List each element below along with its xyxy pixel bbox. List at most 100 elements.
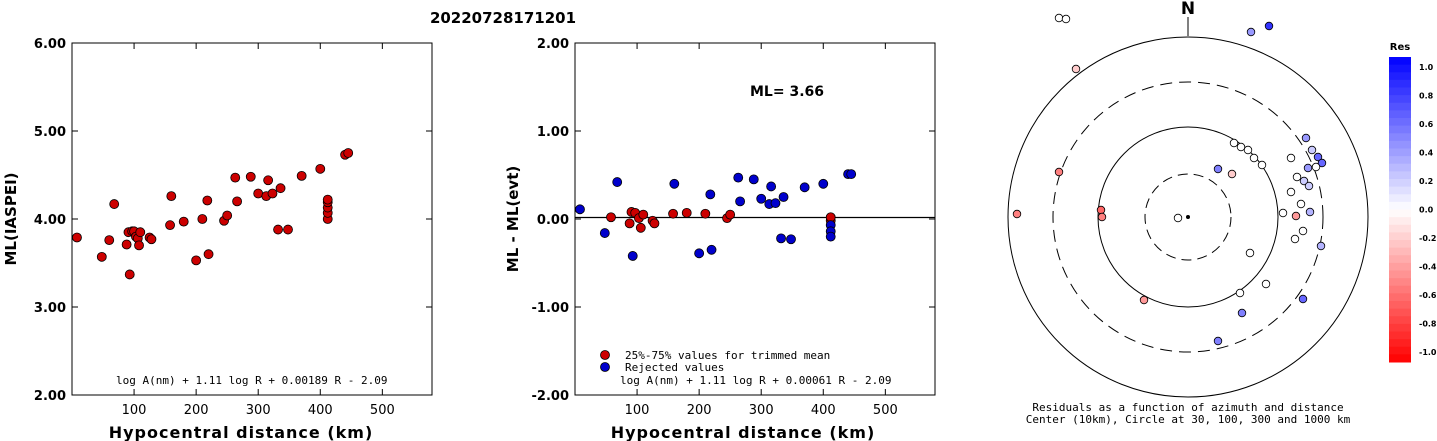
p2-series1-point (748, 174, 759, 185)
colorbar-label: 0.8 (1419, 92, 1434, 101)
colorbar-label: 0.4 (1419, 149, 1434, 158)
p2-series0-point (638, 209, 649, 220)
panel1-formula: log A(nm) + 1.11 log R + 0.00189 R - 2.0… (116, 374, 388, 387)
p2-series1-point (612, 177, 623, 187)
station-marker (1298, 294, 1308, 304)
station-marker (1286, 153, 1296, 163)
station-marker (1292, 172, 1302, 182)
station-marker (1298, 226, 1308, 236)
station-marker (1261, 279, 1271, 289)
p2-series0-point (635, 222, 646, 233)
colorbar-label: 0.6 (1419, 120, 1434, 129)
station-marker (1296, 199, 1306, 209)
p2-series0-point (624, 218, 635, 229)
station-marker (1307, 145, 1317, 155)
station-marker (1305, 207, 1315, 217)
station-marker (1257, 160, 1267, 170)
p1-series0-point (253, 188, 264, 199)
station-marker (1236, 142, 1246, 152)
p1-series0-point (178, 216, 189, 227)
colorbar-segment (1389, 339, 1411, 348)
station-marker (1071, 64, 1081, 74)
polar-caption-line1: Residuals as a function of azimuth and d… (1032, 401, 1343, 414)
panel2-ylabel: ML - ML(evt) (504, 166, 522, 272)
colorbar-label: -0.2 (1419, 234, 1437, 243)
p1-ytick-label: 6.00 (34, 37, 66, 52)
colorbar-label: -0.6 (1419, 291, 1437, 300)
p1-series0-point (203, 249, 214, 260)
p1-series0-point (273, 224, 283, 235)
p2-series1-point (733, 172, 744, 183)
p1-series0-point (263, 175, 274, 186)
p1-xtick-label: 200 (184, 403, 209, 418)
residual-colorbar: Res 1.0 0.8 0.6 0.4 0.2 0.0 -0.2 -0.4 -0.6 -0.8 -1… (1389, 42, 1437, 363)
station-marker (1237, 308, 1247, 318)
colorbar-segment (1389, 133, 1411, 142)
colorbar-segment (1389, 140, 1411, 149)
colorbar-segment (1389, 201, 1411, 210)
p2-series0-point (700, 208, 711, 219)
p1-series0-point (222, 210, 233, 221)
p2-xtick-label: 100 (625, 403, 650, 418)
station-marker (1316, 241, 1326, 251)
station-marker (1173, 213, 1183, 223)
colorbar-segment (1389, 346, 1411, 355)
p1-series0-point (315, 163, 326, 174)
panel1-ylabel: ML(IASPEI) (2, 172, 20, 265)
p1-series0-point (124, 269, 135, 280)
colorbar-segment (1389, 323, 1411, 332)
colorbar-segment (1389, 87, 1411, 96)
p1-series0-point (197, 214, 208, 224)
p2-series1-point (669, 178, 680, 189)
p1-series0-point (343, 148, 354, 158)
colorbar-segment (1389, 95, 1411, 104)
p1-series0-point (283, 224, 293, 235)
p1-series0-point (166, 191, 177, 202)
colorbar-label: 1.0 (1419, 63, 1434, 72)
p2-series1-point (706, 244, 717, 255)
p1-ytick-label: 4.00 (34, 213, 66, 228)
p2-series1-point (735, 196, 746, 207)
station-marker (1229, 138, 1239, 148)
p2-series1-point (786, 234, 796, 245)
colorbar-segment (1389, 308, 1411, 317)
station-marker (1249, 153, 1259, 163)
p2-ytick-label: -2.00 (532, 389, 569, 404)
p2-series0-point (668, 208, 678, 219)
station-marker (1246, 27, 1256, 37)
p2-series1-point (705, 189, 716, 200)
p2-series1-point (846, 169, 857, 180)
colorbar-segment (1389, 262, 1411, 271)
p2-series1-point (776, 233, 786, 244)
station-marker (1291, 211, 1301, 221)
colorbar-segment (1389, 171, 1411, 180)
p2-series1-point (818, 178, 829, 189)
colorbar-segment (1389, 331, 1411, 340)
colorbar-title: Res (1390, 42, 1410, 53)
colorbar-label: -0.8 (1419, 320, 1437, 329)
p2-ytick-label: 2.00 (537, 37, 569, 52)
colorbar-segment (1389, 64, 1411, 73)
colorbar-segment (1389, 232, 1411, 241)
station-marker (1012, 209, 1022, 219)
station-marker (1227, 169, 1237, 179)
colorbar-segment (1389, 316, 1411, 325)
p1-xtick-label: 400 (308, 403, 333, 418)
station-marker (1264, 21, 1274, 31)
panel-ml-residual: -2.00 -1.00 0.00 1.00 2.00 100 200 300 400 500 ML… (504, 37, 936, 441)
p2-series1-point (694, 248, 705, 259)
p1-series0-point (191, 255, 202, 266)
legend-label-rejected: Rejected values (625, 361, 724, 374)
colorbar-label: -0.4 (1419, 263, 1437, 272)
colorbar-segment (1389, 125, 1411, 134)
colorbar-segment (1389, 102, 1411, 111)
colorbar-segment (1389, 186, 1411, 195)
p1-series0-point (96, 251, 107, 262)
colorbar-segment (1389, 79, 1411, 88)
p1-ytick-label: 2.00 (34, 389, 66, 404)
panel-azimuth-residuals: N Residuals as a function of azimuth and… (1007, 0, 1369, 426)
station-marker (1245, 248, 1255, 258)
ml-annotation: ML= 3.66 (750, 84, 824, 100)
p1-series0-point (121, 239, 132, 250)
